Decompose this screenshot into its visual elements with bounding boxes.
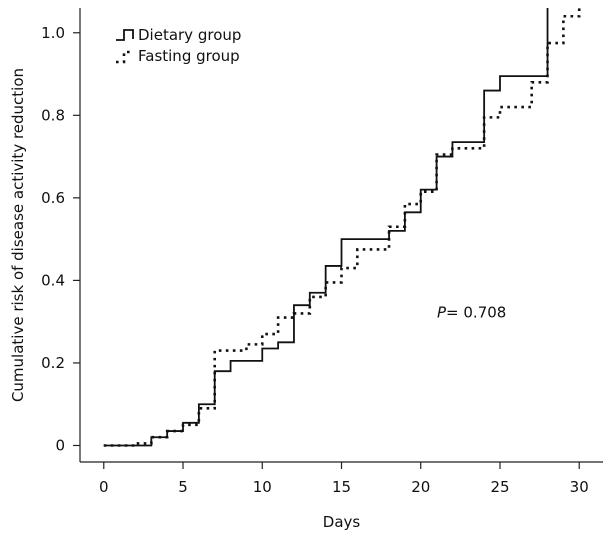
legend-label-dietary: Dietary group [138,26,241,44]
x-tick-label: 0 [99,478,109,496]
y-axis-ticks: 0 0.2 0.4 0.6 0.8 1.0 [41,24,80,454]
y-tick-label: 0 [55,436,65,454]
x-tick-label: 10 [253,478,272,496]
y-tick-label: 0.8 [41,106,65,124]
x-axis-title: Days [323,513,361,531]
dietary-group-line [103,8,549,447]
legend: Dietary group Fasting group [116,26,241,65]
y-tick-label: 0.6 [41,189,65,207]
x-tick-label: 15 [332,478,351,496]
legend-swatch-dietary [116,29,134,41]
series-lines [103,8,581,447]
p-value-number: = 0.708 [446,304,506,322]
p-value-symbol: P [437,304,447,322]
y-axis-title: Cumulative risk of disease activity redu… [9,68,27,402]
x-tick-label: 20 [411,478,430,496]
legend-label-fasting: Fasting group [138,47,240,65]
x-tick-label: 5 [178,478,188,496]
legend-swatch-fasting [116,50,133,64]
y-tick-label: 0.2 [41,354,65,372]
p-value-annotation: P= 0.708 [437,304,506,322]
x-tick-label: 30 [570,478,589,496]
fasting-group-line [103,8,581,447]
x-axis-ticks: 0 5 10 15 20 25 30 [99,462,589,496]
x-tick-label: 25 [490,478,509,496]
y-tick-label: 1.0 [41,24,65,42]
y-tick-label: 0.4 [41,271,65,289]
